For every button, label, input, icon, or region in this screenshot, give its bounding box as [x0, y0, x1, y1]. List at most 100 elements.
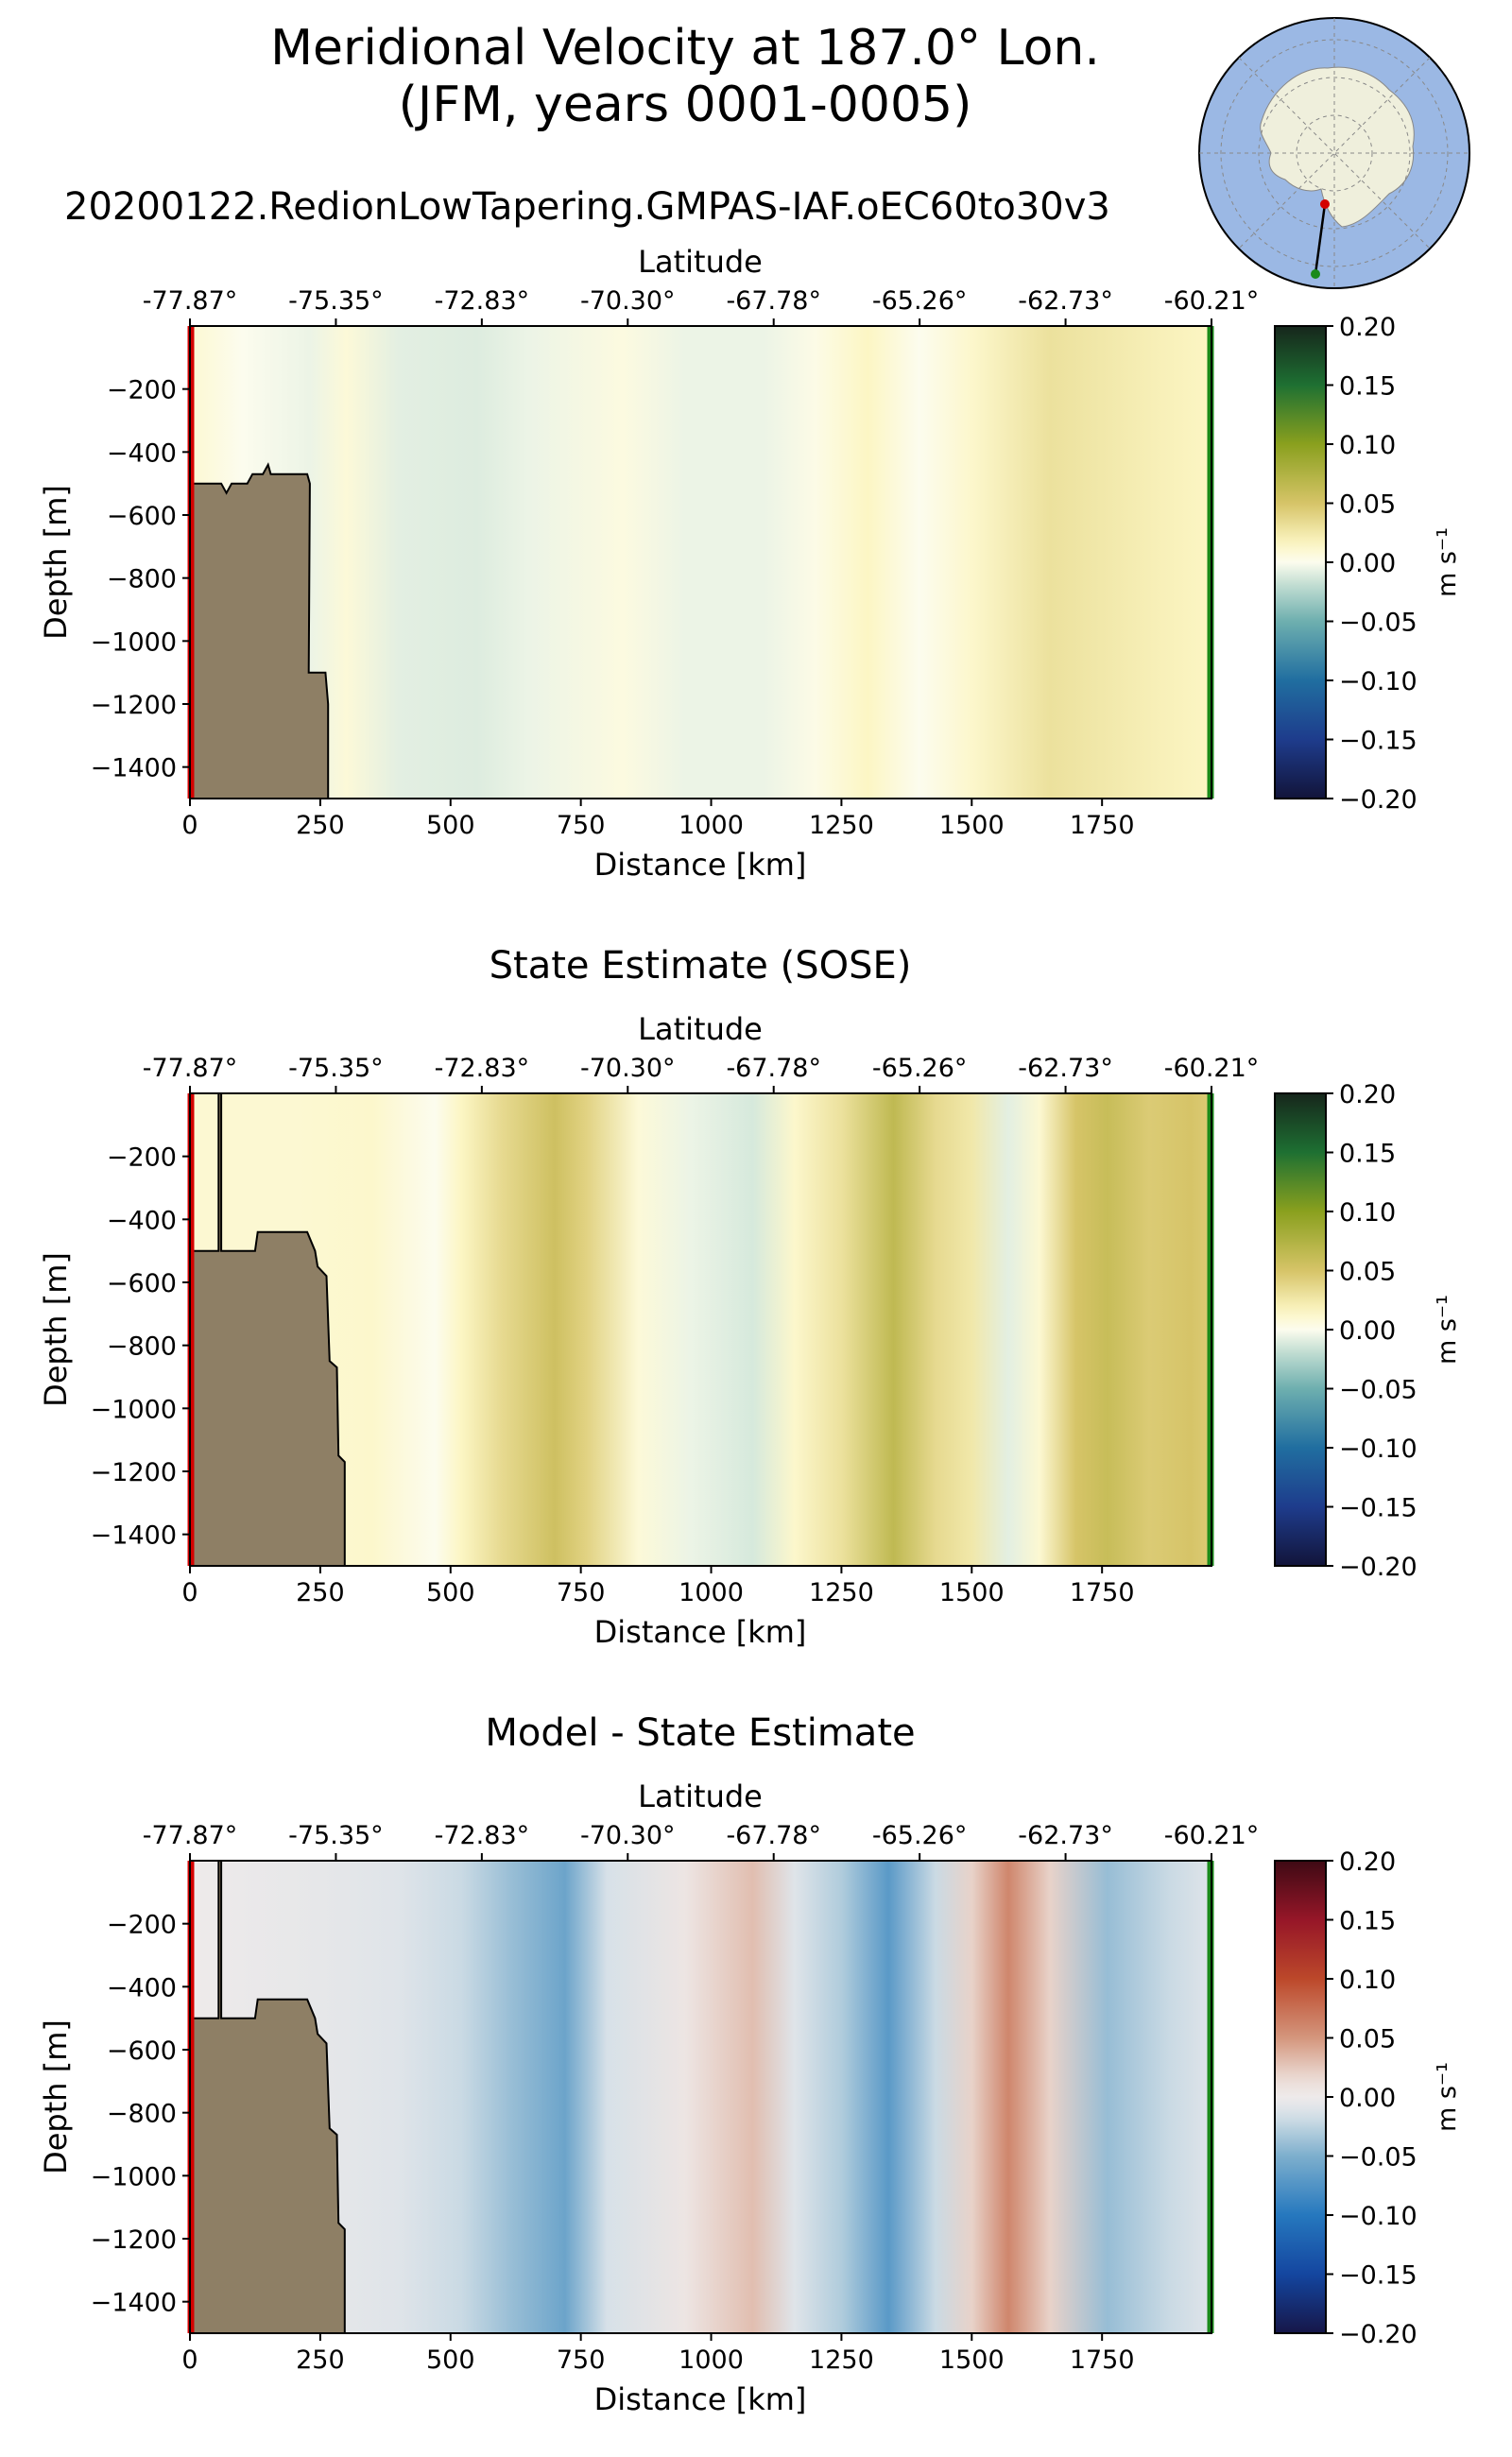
y-tick-label: −1000: [91, 2162, 177, 2191]
x-tick-label: 1750: [1070, 2345, 1135, 2375]
y-axis-label: Depth [m]: [38, 1252, 74, 1407]
x-axis-label: Distance [km]: [594, 847, 807, 883]
panel-1: 0 250 500 750 1000 1250 1500 1750 Distance [km] -…: [38, 244, 1462, 883]
x-tick-label: 1000: [679, 1578, 744, 1607]
x-tick-label: 250: [296, 811, 345, 840]
y-tick-label: −600: [107, 1269, 177, 1298]
colorbar-tick-label: −0.05: [1339, 2143, 1418, 2173]
lat-tick-label: -62.73°: [1018, 1821, 1113, 1850]
colorbar-label: m s⁻¹: [1433, 2062, 1462, 2132]
lat-tick-label: -72.83°: [435, 286, 530, 316]
colorbar-tick-label: 0.20: [1339, 313, 1396, 342]
velocity-field: [190, 1861, 1211, 2333]
lat-tick-label: -77.87°: [143, 1821, 238, 1850]
colorbar-tick-label: 0.10: [1339, 431, 1396, 460]
inset-antarctica-land: [1260, 66, 1415, 228]
plot-frame: [189, 1092, 1212, 1567]
lat-tick-label: -75.35°: [288, 1054, 384, 1083]
y-tick-label: −400: [107, 438, 177, 468]
panel-title: Model - State Estimate: [485, 1711, 915, 1755]
y-tick-label: −1000: [91, 627, 177, 657]
y-tick-label: −200: [107, 1143, 177, 1173]
velocity-field: [190, 1093, 1211, 1566]
lat-tick-label: -60.21°: [1164, 286, 1260, 316]
colorbar-tick-label: 0.10: [1339, 1966, 1396, 1995]
lat-tick-label: -72.83°: [435, 1821, 530, 1850]
plot-frame: [189, 1860, 1212, 2334]
top-axis-label: Latitude: [638, 1011, 763, 1047]
y-tick-label: −400: [107, 1206, 177, 1235]
colorbar-tick-label: −0.20: [1339, 1553, 1418, 1582]
top-axis-label: Latitude: [638, 244, 763, 280]
colorbar-tick-label: −0.10: [1339, 2202, 1418, 2231]
bathymetry: [189, 462, 330, 799]
x-tick-label: 1250: [809, 811, 874, 840]
colorbar-tick-label: −0.10: [1339, 1435, 1418, 1464]
top-axis-label: Latitude: [638, 1778, 763, 1814]
y-tick-label: −1000: [91, 1395, 177, 1424]
colorbar-tick-label: 0.10: [1339, 1198, 1396, 1228]
x-tick-label: 0: [181, 2345, 198, 2375]
x-tick-label: 0: [181, 811, 198, 840]
lat-tick-label: -60.21°: [1164, 1821, 1260, 1850]
lat-tick-label: -70.30°: [580, 1054, 676, 1083]
inset-section-end: [1311, 269, 1320, 279]
x-tick-label: 1250: [809, 2345, 874, 2375]
colorbar-label: m s⁻¹: [1433, 1295, 1462, 1365]
colorbar-tick-label: 0.20: [1339, 1847, 1396, 1877]
lat-tick-label: -67.78°: [726, 286, 821, 316]
colorbar-tick-label: −0.15: [1339, 2261, 1418, 2291]
colorbar-tick-label: −0.05: [1339, 1376, 1418, 1405]
y-axis-label: Depth [m]: [38, 485, 74, 640]
y-tick-label: −1200: [91, 1458, 177, 1487]
figure-title-line2: (JFM, years 0001-0005): [399, 77, 972, 133]
x-axis-label: Distance [km]: [594, 1614, 807, 1650]
colorbar-tick-label: 0.00: [1339, 1316, 1396, 1346]
lat-tick-label: -62.73°: [1018, 286, 1113, 316]
x-tick-label: 1500: [939, 2345, 1005, 2375]
x-tick-label: 500: [426, 811, 475, 840]
colorbar-tick-label: 0.05: [1339, 1258, 1396, 1287]
lat-tick-label: -67.78°: [726, 1821, 821, 1850]
lat-tick-label: -75.35°: [288, 286, 384, 316]
colorbar: [1274, 1860, 1327, 2334]
x-tick-label: 1000: [679, 811, 744, 840]
y-tick-label: −200: [107, 376, 177, 405]
y-tick-label: −1400: [91, 754, 177, 783]
colorbar-tick-label: 0.05: [1339, 2025, 1396, 2054]
colorbar-tick-label: 0.15: [1339, 1907, 1396, 1936]
y-tick-label: −800: [107, 565, 177, 594]
colorbar-tick-label: 0.05: [1339, 490, 1396, 520]
y-tick-label: −1200: [91, 691, 177, 720]
colorbar-tick-label: −0.20: [1339, 2320, 1418, 2349]
x-tick-label: 500: [426, 1578, 475, 1607]
lat-tick-label: -60.21°: [1164, 1054, 1260, 1083]
lat-tick-label: -77.87°: [143, 286, 238, 316]
x-tick-label: 1750: [1070, 1578, 1135, 1607]
colorbar-tick-label: 0.00: [1339, 549, 1396, 578]
x-tick-label: 1250: [809, 1578, 874, 1607]
panel-title: State Estimate (SOSE): [490, 944, 912, 988]
y-tick-label: −800: [107, 1332, 177, 1362]
lat-tick-label: -65.26°: [872, 286, 968, 316]
y-tick-label: −800: [107, 2100, 177, 2129]
y-tick-label: −1200: [91, 2225, 177, 2255]
colorbar: [1274, 325, 1327, 799]
colorbar-label: m s⁻¹: [1433, 527, 1462, 597]
inset-section-start: [1320, 199, 1330, 209]
lat-tick-label: -62.73°: [1018, 1054, 1113, 1083]
x-tick-label: 250: [296, 2345, 345, 2375]
y-tick-label: −1400: [91, 2289, 177, 2318]
lat-tick-label: -65.26°: [872, 1821, 968, 1850]
inset-section-line: [1314, 203, 1327, 275]
x-tick-label: 750: [557, 811, 606, 840]
y-tick-label: −400: [107, 1973, 177, 2002]
colorbar-tick-label: −0.05: [1339, 609, 1418, 638]
x-tick-label: 1500: [939, 1578, 1005, 1607]
lat-tick-label: -72.83°: [435, 1054, 530, 1083]
colorbar-tick-label: −0.10: [1339, 667, 1418, 696]
y-tick-label: −600: [107, 2036, 177, 2066]
x-tick-label: 1500: [939, 811, 1005, 840]
colorbar-tick-label: −0.20: [1339, 785, 1418, 815]
